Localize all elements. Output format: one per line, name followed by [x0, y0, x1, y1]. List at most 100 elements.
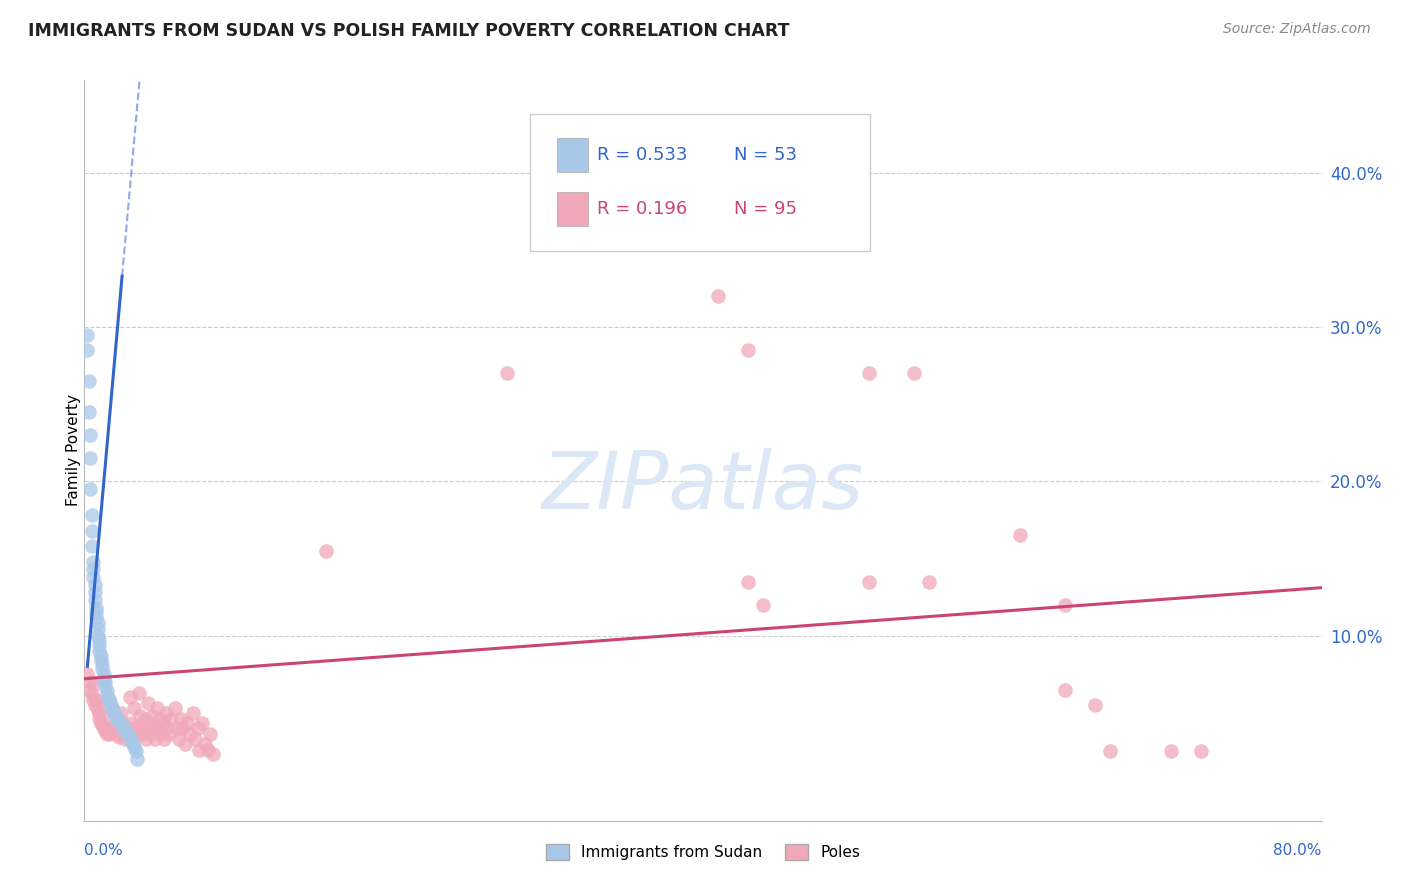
Point [858, 574, 880, 589]
Point [89, 706, 111, 720]
Point [132, 727, 155, 741]
Point [918, 574, 941, 589]
Point [163, 701, 186, 715]
Point [94, 680, 117, 694]
Point [157, 727, 180, 741]
Point [76, 343, 98, 358]
Point [1008, 528, 1031, 542]
Point [84, 585, 107, 599]
Point [127, 752, 149, 766]
Text: N = 53: N = 53 [734, 146, 797, 164]
Point [80, 508, 103, 523]
Point [91, 718, 114, 732]
Point [1084, 698, 1107, 712]
Point [96, 727, 118, 741]
Point [79, 482, 101, 496]
Point [120, 716, 142, 731]
Point [77, 374, 100, 388]
Point [79, 674, 101, 689]
Text: R = 0.196: R = 0.196 [596, 200, 688, 218]
Point [93, 672, 115, 686]
Point [108, 714, 131, 729]
Point [176, 716, 198, 731]
Point [120, 733, 142, 747]
Point [188, 742, 211, 756]
Point [86, 600, 108, 615]
Point [96, 684, 118, 698]
Point [84, 593, 107, 607]
Point [181, 706, 204, 720]
Point [86, 693, 108, 707]
Point [111, 716, 134, 731]
Point [129, 708, 152, 723]
Text: N = 95: N = 95 [734, 200, 797, 218]
Point [79, 451, 101, 466]
Point [96, 693, 118, 707]
Point [117, 727, 139, 741]
Point [86, 610, 108, 624]
Point [121, 727, 143, 741]
Point [94, 674, 117, 689]
FancyBboxPatch shape [530, 113, 870, 251]
Point [179, 727, 201, 741]
Point [90, 716, 112, 731]
Point [186, 721, 208, 735]
Point [82, 570, 104, 584]
Point [136, 697, 159, 711]
Point [118, 690, 141, 705]
Point [169, 731, 191, 746]
Point [87, 628, 110, 642]
Point [134, 712, 156, 726]
Point [80, 687, 103, 701]
Point [155, 706, 177, 720]
Point [110, 706, 132, 720]
Point [111, 718, 134, 732]
Point [172, 721, 194, 735]
Point [79, 428, 101, 442]
Point [93, 721, 115, 735]
Point [108, 731, 131, 745]
Point [84, 577, 107, 591]
Point [495, 367, 517, 381]
Point [100, 703, 122, 717]
Point [142, 721, 165, 735]
Point [112, 727, 135, 741]
Point [97, 721, 120, 735]
Text: R = 0.533: R = 0.533 [596, 146, 688, 164]
Point [148, 721, 170, 735]
Point [198, 727, 221, 741]
Point [114, 731, 136, 746]
Point [191, 716, 214, 731]
Point [100, 699, 122, 714]
Point [128, 685, 150, 699]
Point [87, 616, 110, 631]
Point [87, 623, 110, 637]
Point [138, 716, 160, 731]
Point [115, 727, 138, 741]
Point [84, 698, 107, 712]
Point [150, 727, 173, 741]
Point [152, 716, 174, 731]
Point [1054, 598, 1077, 612]
Point [194, 737, 217, 751]
Point [98, 695, 121, 709]
Point [89, 712, 111, 726]
Point [98, 727, 121, 741]
Point [80, 524, 103, 538]
Point [174, 737, 197, 751]
Point [124, 744, 146, 758]
Point [127, 727, 149, 741]
Point [82, 678, 104, 692]
Point [752, 598, 775, 612]
Point [76, 667, 98, 681]
Point [122, 701, 145, 715]
Point [90, 653, 112, 667]
Point [122, 739, 145, 754]
Point [131, 721, 153, 735]
Point [80, 539, 103, 553]
Point [101, 724, 124, 739]
Point [82, 693, 104, 707]
Point [82, 555, 104, 569]
Point [737, 574, 759, 589]
Point [86, 606, 108, 620]
